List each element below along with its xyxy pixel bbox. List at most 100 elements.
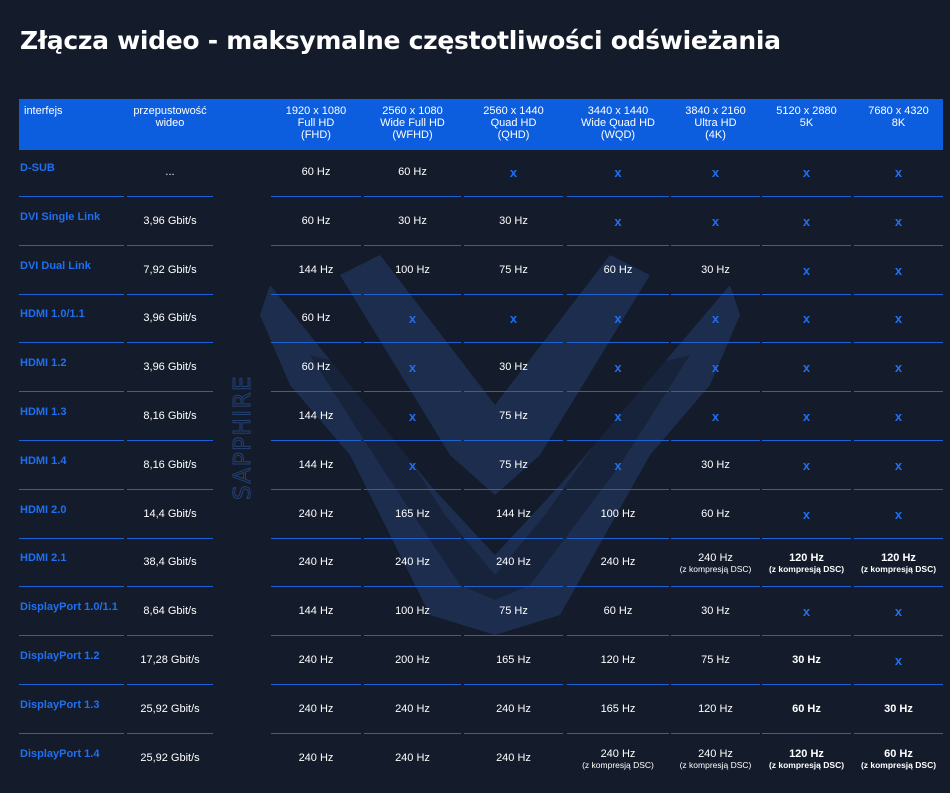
bandwidth-value: 25,92 Gbit/s [127, 752, 213, 764]
cell-value: x [894, 213, 903, 229]
cell-value: 3,96 Gbit/s [143, 312, 197, 325]
cell-value: 60 Hz [301, 166, 331, 178]
row-divider [127, 684, 213, 685]
refresh-rate-cell: 144 Hz [271, 264, 361, 276]
cell-value: 75 Hz [499, 410, 528, 422]
row-divider [19, 732, 124, 734]
column-header-line: Wide Quad HD [581, 117, 655, 129]
column-header-line: (QHD) [497, 129, 530, 141]
column-header-line: (4K) [705, 129, 726, 141]
row-divider [19, 684, 124, 685]
row-divider [854, 732, 943, 734]
refresh-rate-cell: x [854, 459, 943, 472]
cell-value: 75 Hz [499, 605, 528, 618]
interface-name: HDMI 1.4 [20, 455, 125, 467]
cell-value: 14,4 Gbit/s [143, 507, 197, 520]
row-divider [19, 391, 124, 393]
interface-name: HDMI 1.0/1.1 [20, 308, 125, 320]
refresh-rate-cell: 165 Hz [464, 654, 563, 666]
cell-value: 240 Hz [698, 747, 733, 760]
row-divider [271, 684, 361, 685]
cell-value: DisplayPort 1.0/1.1 [20, 601, 118, 614]
refresh-rate-cell: 240 Hz (z kompresją DSC) [671, 552, 760, 574]
column-header-line: 5120 x 2880 [776, 105, 837, 117]
refresh-rate-cell: x [567, 361, 669, 374]
refresh-rate-cell: 240 Hz (z kompresją DSC) [671, 748, 760, 770]
cell-value: 60 Hz [301, 214, 331, 227]
row-divider [271, 586, 361, 588]
refresh-rate-cell: 60 Hz [271, 361, 361, 373]
row-divider [854, 537, 943, 539]
row-divider [671, 635, 760, 637]
refresh-rate-cell: x [567, 312, 669, 325]
refresh-rate-cell: 240 Hz [567, 556, 669, 568]
bandwidth-value: 3,96 Gbit/s [127, 361, 213, 373]
cell-value: 7,92 Gbit/s [143, 263, 197, 276]
cell-value: x [894, 604, 903, 620]
column-header-line: 3840 x 2160 [685, 105, 746, 117]
refresh-rate-cell: x [762, 264, 851, 277]
column-header-line: 7680 x 4320 [868, 105, 929, 117]
row-divider [19, 293, 124, 295]
row-divider [671, 537, 760, 539]
cell-value: 60 Hz [301, 312, 331, 325]
row-divider [271, 293, 361, 295]
interface-name: DisplayPort 1.3 [20, 699, 125, 711]
column-header-line: Wide Full HD [380, 117, 445, 129]
cell-value: 240 Hz [496, 751, 531, 764]
cell-value: x [894, 360, 903, 376]
refresh-rate-cell: x [854, 213, 943, 229]
row-divider [854, 635, 943, 637]
refresh-rate-cell: 75 Hz [464, 459, 563, 471]
column-header: 3440 x 1440 Wide Quad HD (WQD) [567, 105, 669, 141]
refresh-rate-cell: 60 Hz [271, 312, 361, 324]
row-divider [762, 196, 851, 197]
table-row: D-SUB... 60 Hz 60 Hz x x x x x [0, 150, 950, 199]
row-divider [127, 244, 213, 246]
row-divider [854, 586, 943, 588]
refresh-rate-cell: x [567, 166, 669, 179]
refresh-rate-cell: 60 Hz [671, 508, 760, 520]
row-divider [127, 342, 213, 344]
refresh-rate-cell: 100 Hz [364, 264, 461, 276]
refresh-rate-cell: x [364, 410, 461, 423]
refresh-rate-cell: x [762, 166, 851, 179]
row-divider [854, 391, 943, 393]
bandwidth-value: 8,16 Gbit/s [127, 459, 213, 471]
cell-value: x [802, 506, 811, 522]
row-divider [127, 293, 213, 295]
refresh-rate-cell: x [762, 213, 851, 229]
row-divider [464, 391, 563, 393]
row-divider [567, 342, 669, 344]
row-divider [364, 537, 461, 539]
row-divider [464, 537, 563, 539]
refresh-rate-cell: x [364, 312, 461, 325]
cell-value: 30 Hz [701, 263, 730, 276]
refresh-rate-cell: 100 Hz [364, 605, 461, 617]
refresh-rate-cell: 240 Hz [271, 752, 361, 764]
refresh-rate-cell: x [567, 410, 669, 423]
cell-value: 240 Hz [496, 702, 531, 715]
refresh-rate-cell: 75 Hz [671, 654, 760, 666]
column-header: 7680 x 4320 8K [854, 105, 943, 129]
cell-value: x [802, 213, 811, 229]
column-header: 2560 x 1440 Quad HD (QHD) [464, 105, 563, 141]
cell-value: 240 Hz [298, 751, 334, 764]
row-divider [567, 635, 669, 637]
cell-value: HDMI 2.0 [20, 503, 67, 516]
cell-value: DisplayPort 1.2 [20, 650, 100, 662]
refresh-rate-cell: 120 Hz (z kompresją DSC) [762, 552, 851, 574]
row-divider [671, 732, 760, 734]
table-row: DisplayPort 1.2 17,28 Gbit/s 240 Hz 200 Hz 1… [0, 638, 950, 687]
row-divider [762, 293, 851, 295]
dsc-note: (z kompresją DSC) [860, 564, 937, 575]
row-divider [127, 196, 213, 197]
refresh-rate-cell: 60 Hz [271, 166, 361, 178]
row-divider [127, 488, 213, 490]
cell-value: 17,28 Gbit/s [140, 654, 200, 666]
refresh-rate-cell: x [671, 166, 760, 179]
cell-value: x [711, 213, 720, 229]
refresh-rate-cell: 165 Hz [364, 508, 461, 520]
refresh-rate-cell: 30 Hz [364, 215, 461, 227]
cell-value: 30 Hz [701, 605, 730, 618]
